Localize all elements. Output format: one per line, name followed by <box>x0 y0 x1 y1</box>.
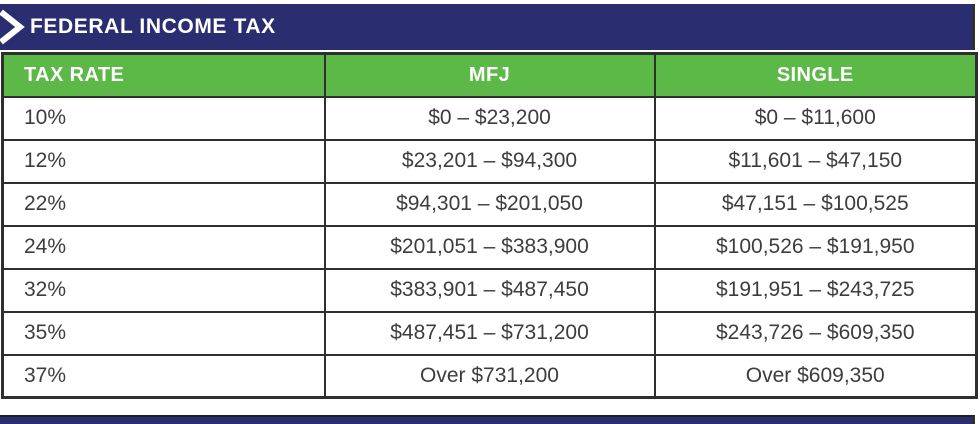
header-mfj: MFJ <box>323 52 656 98</box>
table-row: 10% $0 – $23,200 $0 – $11,600 <box>1 95 978 141</box>
table-row: 37% Over $731,200 Over $609,350 <box>1 353 978 399</box>
single-range-cell: $100,526 – $191,950 <box>653 224 978 270</box>
tax-rate-cell: 32% <box>1 267 326 313</box>
header-single: SINGLE <box>653 52 978 98</box>
table-body: 10% $0 – $23,200 $0 – $11,600 12% $23,20… <box>1 95 978 399</box>
title-bar: FEDERAL INCOME TAX <box>0 4 975 50</box>
tax-rate-cell: 12% <box>1 138 326 184</box>
chevron-right-icon <box>0 4 28 50</box>
single-range-cell: $191,951 – $243,725 <box>653 267 978 313</box>
table-row: 22% $94,301 – $201,050 $47,151 – $100,52… <box>1 181 978 227</box>
tax-rate-cell: 22% <box>1 181 326 227</box>
table-row: 35% $487,451 – $731,200 $243,726 – $609,… <box>1 310 978 356</box>
tax-rate-cell: 24% <box>1 224 326 270</box>
single-range-cell: $0 – $11,600 <box>653 95 978 141</box>
tax-bracket-table: TAX RATE MFJ SINGLE 10% $0 – $23,200 $0 … <box>1 52 978 399</box>
single-range-cell: Over $609,350 <box>653 353 978 399</box>
mfj-range-cell: $201,051 – $383,900 <box>323 224 656 270</box>
table-row: 24% $201,051 – $383,900 $100,526 – $191,… <box>1 224 978 270</box>
single-range-cell: $47,151 – $100,525 <box>653 181 978 227</box>
table-row: 32% $383,901 – $487,450 $191,951 – $243,… <box>1 267 978 313</box>
single-range-cell: $243,726 – $609,350 <box>653 310 978 356</box>
table-header-row: TAX RATE MFJ SINGLE <box>1 52 978 98</box>
tax-rate-cell: 37% <box>1 353 326 399</box>
table-row: 12% $23,201 – $94,300 $11,601 – $47,150 <box>1 138 978 184</box>
mfj-range-cell: Over $731,200 <box>323 353 656 399</box>
tax-rate-cell: 10% <box>1 95 326 141</box>
mfj-range-cell: $487,451 – $731,200 <box>323 310 656 356</box>
mfj-range-cell: $23,201 – $94,300 <box>323 138 656 184</box>
mfj-range-cell: $383,901 – $487,450 <box>323 267 656 313</box>
mfj-range-cell: $94,301 – $201,050 <box>323 181 656 227</box>
mfj-range-cell: $0 – $23,200 <box>323 95 656 141</box>
single-range-cell: $11,601 – $47,150 <box>653 138 978 184</box>
header-tax-rate: TAX RATE <box>1 52 326 98</box>
tax-rate-cell: 35% <box>1 310 326 356</box>
page-title: FEDERAL INCOME TAX <box>30 15 276 38</box>
bottom-ribbon <box>0 415 975 424</box>
